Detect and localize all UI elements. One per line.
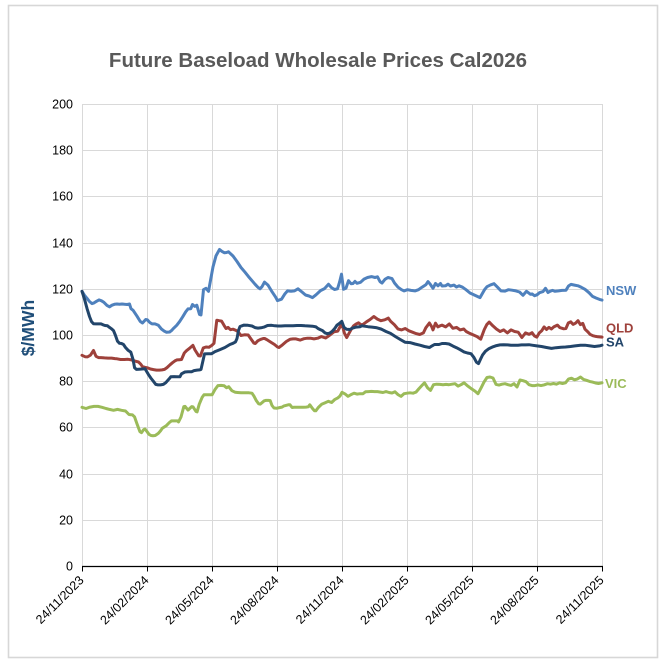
svg-text:200: 200 — [52, 98, 73, 112]
svg-text:160: 160 — [52, 190, 73, 204]
svg-text:VIC: VIC — [605, 376, 627, 391]
svg-text:$/MWh: $/MWh — [18, 300, 38, 356]
svg-text:Future Baseload Wholesale Pric: Future Baseload Wholesale Prices Cal2026 — [109, 49, 527, 72]
svg-text:SA: SA — [606, 335, 625, 350]
svg-text:QLD: QLD — [606, 321, 633, 336]
svg-text:NSW: NSW — [606, 283, 637, 298]
svg-text:180: 180 — [52, 144, 73, 158]
svg-text:120: 120 — [52, 283, 73, 297]
svg-text:100: 100 — [52, 329, 73, 343]
svg-text:40: 40 — [59, 468, 73, 482]
svg-text:20: 20 — [59, 514, 73, 528]
svg-text:140: 140 — [52, 237, 73, 251]
svg-text:80: 80 — [59, 375, 73, 389]
svg-text:0: 0 — [66, 560, 73, 574]
svg-text:60: 60 — [59, 421, 73, 435]
